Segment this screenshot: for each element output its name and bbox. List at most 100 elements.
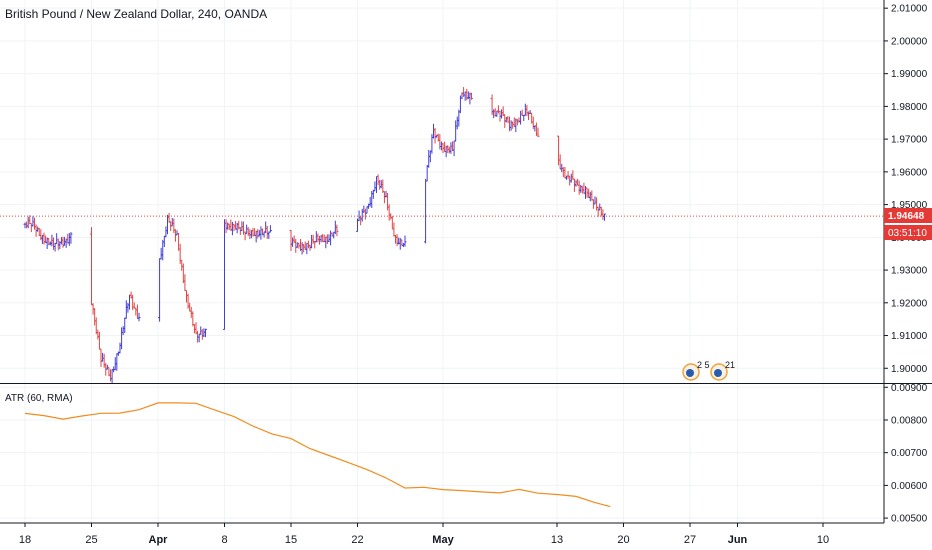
ohlc-bar (166, 214, 169, 235)
ohlc-bar (102, 353, 106, 368)
ohlc-bar (527, 111, 530, 120)
ohlc-bar (509, 120, 513, 131)
ohlc-bar (522, 114, 526, 122)
ohlc-bar (185, 289, 188, 303)
ohlc-bar (66, 233, 70, 244)
ohlc-bar (433, 128, 437, 144)
ohlc-bar (425, 165, 429, 182)
indicator-label: ATR (60, RMA) (5, 393, 73, 404)
ohlc-bar (577, 180, 581, 195)
ohlc-bar (363, 208, 367, 220)
ohlc-bar (37, 227, 41, 236)
ohlc-bar (52, 237, 55, 250)
date-tick-label: 18 (19, 534, 31, 546)
ohlc-bar (531, 116, 535, 130)
ohlc-bar (603, 213, 606, 221)
ohlc-bar (601, 209, 605, 220)
ohlc-bar (305, 242, 309, 255)
ohlc-bar (194, 322, 198, 334)
ohlc-bar (359, 216, 363, 226)
date-tick-label: 13 (551, 534, 563, 546)
price-tick-label: 2.01000 (891, 4, 928, 15)
ohlc-bar (121, 326, 125, 336)
ohlc-bar (118, 342, 122, 354)
ohlc-bar (240, 221, 244, 232)
ohlc-bar (468, 92, 472, 105)
ohlc-bar (159, 247, 163, 260)
ohlc-bar (109, 369, 112, 382)
atr-tick-label: 0.00600 (891, 481, 928, 492)
ohlc-bar (403, 235, 407, 247)
ohlc-bar (311, 234, 315, 244)
ohlc-bar (576, 178, 580, 186)
ohlc-bar (588, 191, 592, 202)
ohlc-bar (365, 206, 369, 214)
ohlc-bar (177, 232, 181, 251)
ohlc-bar (520, 109, 524, 116)
ohlc-bar (264, 221, 268, 234)
ohlc-bar (164, 226, 168, 238)
countdown-tag-bg (884, 225, 932, 240)
ohlc-bar (512, 117, 516, 127)
ohlc-bar (587, 188, 591, 199)
ohlc-bar (120, 327, 124, 350)
ohlc-bar (172, 218, 176, 234)
ohlc-bar (449, 142, 453, 154)
ohlc-bar (294, 239, 298, 253)
ohlc-bar (69, 232, 73, 244)
ohlc-bar (439, 141, 443, 151)
ohlc-bar (596, 206, 600, 217)
earnings-event-marker[interactable]: 21 (710, 360, 735, 381)
ohlc-bar (514, 118, 518, 133)
date-tick-label: 25 (85, 534, 97, 546)
ohlc-bar (519, 110, 523, 125)
ohlc-bar (569, 173, 573, 183)
date-tick-label: Apr (149, 534, 169, 546)
ohlc-bar (360, 208, 364, 222)
ohlc-bar (181, 263, 185, 284)
date-tick-label: 27 (684, 534, 696, 546)
ohlc-bar (324, 236, 328, 249)
ohlc-bar (390, 216, 394, 230)
ohlc-bar (438, 134, 442, 150)
ohlc-bar (33, 217, 36, 230)
ohlc-bar (392, 222, 396, 237)
ohlc-bar (110, 369, 114, 384)
ohlc-bar (96, 329, 100, 340)
ohlc-bar (232, 223, 236, 232)
ohlc-bar (243, 231, 247, 241)
ohlc-bar (557, 135, 561, 166)
ohlc-bar (500, 109, 504, 119)
ohlc-bar (167, 212, 171, 223)
ohlc-bar (188, 302, 192, 312)
ohlc-bar (93, 308, 97, 326)
ohlc-bar (395, 234, 399, 246)
ohlc-bar (137, 312, 141, 322)
ohlc-bar (517, 117, 521, 123)
ohlc-bar (26, 216, 30, 229)
ohlc-bar (173, 229, 177, 242)
date-tick-label: 22 (351, 534, 363, 546)
ohlc-bar (387, 204, 391, 221)
date-tick-label: May (432, 534, 454, 546)
ohlc-bar (170, 217, 174, 227)
ohlc-bar (230, 221, 234, 236)
countdown-value: 03:51:10 (888, 228, 927, 239)
ohlc-bar (246, 227, 250, 236)
last-price-value: 1.94648 (888, 211, 925, 222)
ohlc-bar (463, 91, 467, 101)
atr-indicator (24, 402, 611, 508)
price-tick-label: 2.00000 (891, 36, 928, 47)
price-tick-label: 1.92000 (891, 298, 928, 309)
ohlc-bar (511, 121, 515, 129)
ohlc-bar (289, 230, 293, 251)
earnings-event-marker[interactable]: 2 5 (682, 360, 710, 381)
ohlc-bar (268, 225, 272, 233)
ohlc-bar (300, 242, 304, 255)
event-globe-icon (714, 369, 722, 377)
atr-line (24, 402, 611, 508)
ohlc-bar (303, 241, 307, 250)
ohlc-bar (180, 259, 184, 271)
ohlc-bar (200, 329, 204, 340)
